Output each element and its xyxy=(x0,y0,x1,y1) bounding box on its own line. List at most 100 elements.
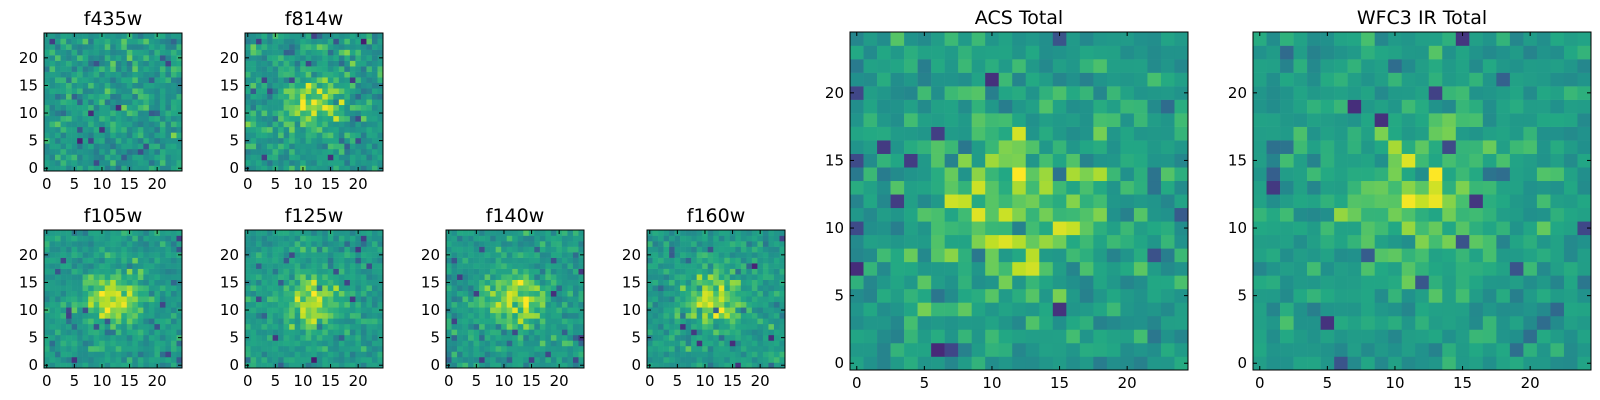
heatmap-cell xyxy=(1066,180,1081,195)
heatmap-cell xyxy=(944,315,959,330)
heatmap-cell xyxy=(1160,234,1175,249)
heatmap-cell xyxy=(1496,234,1511,249)
heatmap-cell xyxy=(88,77,94,83)
heatmap-cell xyxy=(680,263,686,269)
heatmap-cell xyxy=(501,334,508,341)
heatmap-cell xyxy=(349,362,356,369)
heatmap-cell xyxy=(1025,275,1040,290)
heatmap-cell xyxy=(484,296,491,303)
heatmap-cell xyxy=(931,86,945,100)
heatmap-cell xyxy=(729,307,736,314)
heatmap-cell xyxy=(278,345,284,352)
heatmap-cell xyxy=(451,274,458,280)
heatmap-cell xyxy=(691,334,697,341)
heatmap-cell xyxy=(360,110,367,117)
heatmap-cell xyxy=(457,290,463,297)
heatmap-cell xyxy=(652,268,659,275)
heatmap-cell xyxy=(66,235,72,242)
heatmap-cell xyxy=(267,88,273,95)
heatmap-cell xyxy=(545,290,552,297)
heatmap-cell xyxy=(567,285,574,292)
heatmap-cell xyxy=(779,323,786,330)
heatmap-cell xyxy=(572,285,579,292)
heatmap-cell xyxy=(360,115,367,122)
heatmap-cell xyxy=(779,345,786,352)
heatmap-cell xyxy=(1388,342,1403,357)
heatmap-cell xyxy=(294,252,301,258)
heatmap-cell xyxy=(148,159,155,166)
heatmap-cell xyxy=(300,88,307,95)
heatmap-cell xyxy=(283,235,290,242)
heatmap-cell xyxy=(316,104,323,111)
heatmap-cell xyxy=(658,345,664,352)
heatmap-cell xyxy=(556,340,563,347)
heatmap-cell xyxy=(669,230,675,236)
heatmap-cell xyxy=(713,329,720,336)
heatmap-cell xyxy=(110,115,117,122)
heatmap-cell xyxy=(958,302,972,317)
heatmap-cell xyxy=(762,345,769,352)
heatmap-cell xyxy=(751,340,758,347)
heatmap-cell xyxy=(256,38,262,45)
y-tick-label: 0 xyxy=(28,159,38,177)
heatmap-cell xyxy=(267,230,273,236)
heatmap-cell xyxy=(702,279,709,286)
heatmap-cell xyxy=(355,44,362,50)
heatmap-cell xyxy=(702,356,709,363)
heatmap-cell xyxy=(322,252,329,258)
heatmap-cell xyxy=(278,263,284,269)
heatmap-cell xyxy=(176,351,183,358)
heatmap-cell xyxy=(1025,140,1040,154)
heatmap-cell xyxy=(338,285,345,292)
heatmap-cell xyxy=(779,301,786,308)
heatmap-cell xyxy=(333,340,340,347)
heatmap-cell xyxy=(355,126,362,133)
heatmap-cell xyxy=(143,71,150,78)
heatmap-cell xyxy=(377,132,384,139)
heatmap-cell xyxy=(1401,261,1416,276)
heatmap-cell xyxy=(355,323,362,330)
heatmap-cell xyxy=(66,159,72,166)
heatmap-cell xyxy=(60,99,67,106)
heatmap-cell xyxy=(267,257,273,264)
heatmap-cell xyxy=(289,274,295,280)
heatmap-cell xyxy=(165,252,172,258)
heatmap-cell xyxy=(1374,221,1389,236)
heatmap-cell xyxy=(446,351,452,358)
heatmap-cell xyxy=(663,301,670,308)
heatmap-cell xyxy=(322,318,329,325)
heatmap-cell xyxy=(115,115,122,122)
heatmap-cell xyxy=(148,71,155,78)
heatmap-cell xyxy=(322,126,329,133)
heatmap-cell xyxy=(550,241,557,247)
heatmap-cell xyxy=(904,207,918,222)
heatmap-cell xyxy=(746,323,753,330)
heatmap-cell xyxy=(669,296,675,303)
heatmap-cell xyxy=(338,143,345,150)
heatmap-cell xyxy=(366,49,373,56)
heatmap-cell xyxy=(696,301,703,308)
heatmap-cell xyxy=(674,345,681,352)
heatmap-cell xyxy=(148,290,155,297)
heatmap-cell xyxy=(757,296,764,303)
heatmap-cell xyxy=(245,159,251,166)
heatmap-cell xyxy=(256,49,262,56)
heatmap-cell xyxy=(261,44,268,50)
heatmap-cell xyxy=(93,165,100,172)
heatmap-cell xyxy=(272,345,279,352)
heatmap-cell xyxy=(88,340,94,347)
heatmap-cell xyxy=(137,77,144,83)
heatmap-cell xyxy=(60,82,67,89)
heatmap-cell xyxy=(143,82,150,89)
heatmap-cell xyxy=(132,274,139,280)
heatmap-cell xyxy=(49,148,56,155)
heatmap-cell xyxy=(944,248,959,263)
heatmap-cell xyxy=(104,143,111,150)
heatmap-cell xyxy=(931,356,945,371)
heatmap-cell xyxy=(724,274,731,280)
heatmap-cell xyxy=(1455,356,1470,371)
heatmap-cell xyxy=(490,241,496,247)
heatmap-cell xyxy=(338,99,345,106)
heatmap-cell xyxy=(159,268,166,275)
